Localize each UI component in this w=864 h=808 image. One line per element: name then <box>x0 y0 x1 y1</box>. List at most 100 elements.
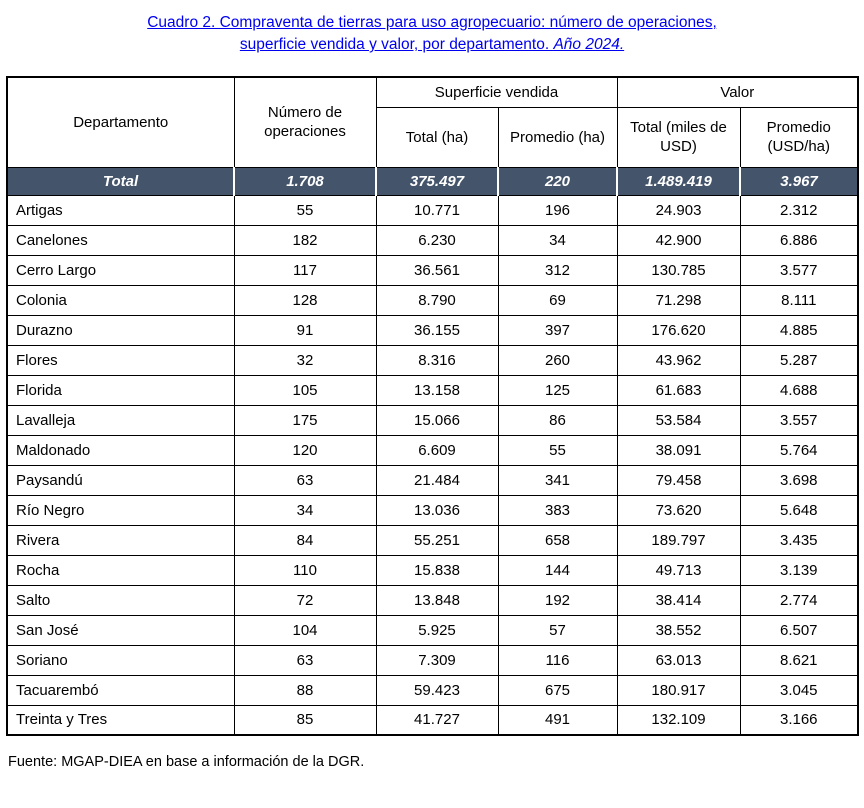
value-cell: 38.091 <box>616 434 741 466</box>
header-row-2: Total (ha) Promedio (ha) Total (miles de… <box>7 106 859 168</box>
value-cell: 5.648 <box>739 494 859 526</box>
value-cell: 69 <box>497 284 618 316</box>
value-cell: 110 <box>233 554 377 586</box>
value-cell: 3.557 <box>739 404 859 436</box>
value-cell: 6.507 <box>739 614 859 646</box>
table-body: Total 1.708 375.497 220 1.489.419 3.967 … <box>6 166 860 736</box>
table-row: Soriano 63 7.309 116 63.013 8.621 <box>6 644 859 676</box>
value-cell: 13.848 <box>375 584 499 616</box>
value-cell: 182 <box>233 224 377 256</box>
value-cell: 38.414 <box>616 584 741 616</box>
department-cell: Artigas <box>6 194 235 226</box>
value-cell: 34 <box>233 494 377 526</box>
header-valor: Valor <box>616 76 859 108</box>
value-cell: 57 <box>497 614 618 646</box>
department-cell: Salto <box>6 584 235 616</box>
header-row-1: Departamento Número de operaciones Super… <box>6 76 859 168</box>
value-cell: 3.577 <box>739 254 859 286</box>
data-table: Departamento Número de operaciones Super… <box>6 76 860 736</box>
value-cell: 5.764 <box>739 434 859 466</box>
value-cell: 5.287 <box>739 344 859 376</box>
value-cell: 8.316 <box>375 344 499 376</box>
table-row: Lavalleja 175 15.066 86 53.584 3.557 <box>6 404 859 436</box>
value-cell: 176.620 <box>616 314 741 346</box>
value-cell: 128 <box>233 284 377 316</box>
value-cell: 105 <box>233 374 377 406</box>
value-cell: 71.298 <box>616 284 741 316</box>
department-cell: Maldonado <box>6 434 235 466</box>
value-cell: 55 <box>497 434 618 466</box>
department-cell: Cerro Largo <box>6 254 235 286</box>
value-cell: 53.584 <box>616 404 741 436</box>
department-cell: Durazno <box>6 314 235 346</box>
value-cell: 84 <box>233 524 377 556</box>
header-operaciones: Número de operaciones <box>233 76 377 168</box>
value-cell: 55 <box>233 194 377 226</box>
title-line-1: Cuadro 2. Compraventa de tierras para us… <box>147 14 717 31</box>
value-cell: 3.139 <box>739 554 859 586</box>
value-cell: 341 <box>497 464 618 496</box>
department-cell: Soriano <box>6 644 235 676</box>
value-cell: 8.790 <box>375 284 499 316</box>
header-promedio-ha: Promedio (ha) <box>497 106 618 168</box>
department-cell: Tacuarembó <box>6 674 235 706</box>
header-total-miles-usd: Total (miles de USD) <box>616 106 741 168</box>
value-cell: 41.727 <box>375 704 499 736</box>
value-cell: 15.838 <box>375 554 499 586</box>
value-cell: 180.917 <box>616 674 741 706</box>
value-cell: 3.045 <box>739 674 859 706</box>
total-row: Total 1.708 375.497 220 1.489.419 3.967 <box>6 166 860 196</box>
header-promedio-usd-ha: Promedio (USD/ha) <box>739 106 859 168</box>
total-value-cell: 3.967 <box>739 166 860 196</box>
department-cell: Río Negro <box>6 494 235 526</box>
value-cell: 175 <box>233 404 377 436</box>
header-departamento: Departamento <box>6 76 235 168</box>
page-title: Cuadro 2. Compraventa de tierras para us… <box>0 12 864 56</box>
value-cell: 49.713 <box>616 554 741 586</box>
value-cell: 6.886 <box>739 224 859 256</box>
table-row: San José 104 5.925 57 38.552 6.507 <box>6 614 859 646</box>
table-row: Flores 32 8.316 260 43.962 5.287 <box>6 344 859 376</box>
table-row: Río Negro 34 13.036 383 73.620 5.648 <box>6 494 859 526</box>
value-cell: 10.771 <box>375 194 499 226</box>
value-cell: 675 <box>497 674 618 706</box>
table-row: Maldonado 120 6.609 55 38.091 5.764 <box>6 434 859 466</box>
total-value-cell: 375.497 <box>375 166 499 196</box>
value-cell: 13.036 <box>375 494 499 526</box>
value-cell: 91 <box>233 314 377 346</box>
value-cell: 72 <box>233 584 377 616</box>
title-line-2: superficie vendida y valor, por departam… <box>239 36 625 53</box>
value-cell: 34 <box>497 224 618 256</box>
value-cell: 196 <box>497 194 618 226</box>
value-cell: 120 <box>233 434 377 466</box>
value-cell: 73.620 <box>616 494 741 526</box>
total-label-cell: Total <box>6 166 235 196</box>
value-cell: 43.962 <box>616 344 741 376</box>
total-value-cell: 1.708 <box>233 166 377 196</box>
table-row: Rivera 84 55.251 658 189.797 3.435 <box>6 524 859 556</box>
value-cell: 4.885 <box>739 314 859 346</box>
value-cell: 42.900 <box>616 224 741 256</box>
value-cell: 8.621 <box>739 644 859 676</box>
value-cell: 7.309 <box>375 644 499 676</box>
table-row: Paysandú 63 21.484 341 79.458 3.698 <box>6 464 859 496</box>
department-cell: Canelones <box>6 224 235 256</box>
value-cell: 116 <box>497 644 618 676</box>
value-cell: 32 <box>233 344 377 376</box>
source-note: Fuente: MGAP-DIEA en base a información … <box>8 754 365 770</box>
value-cell: 86 <box>497 404 618 436</box>
value-cell: 21.484 <box>375 464 499 496</box>
department-cell: Florida <box>6 374 235 406</box>
value-cell: 79.458 <box>616 464 741 496</box>
table-row: Colonia 128 8.790 69 71.298 8.111 <box>6 284 859 316</box>
value-cell: 117 <box>233 254 377 286</box>
value-cell: 130.785 <box>616 254 741 286</box>
department-cell: Paysandú <box>6 464 235 496</box>
value-cell: 144 <box>497 554 618 586</box>
table-row: Tacuarembó 88 59.423 675 180.917 3.045 <box>6 674 859 706</box>
value-cell: 13.158 <box>375 374 499 406</box>
table-row: Cerro Largo 117 36.561 312 130.785 3.577 <box>6 254 859 286</box>
value-cell: 24.903 <box>616 194 741 226</box>
table-row: Canelones 182 6.230 34 42.900 6.886 <box>6 224 859 256</box>
department-cell: Flores <box>6 344 235 376</box>
